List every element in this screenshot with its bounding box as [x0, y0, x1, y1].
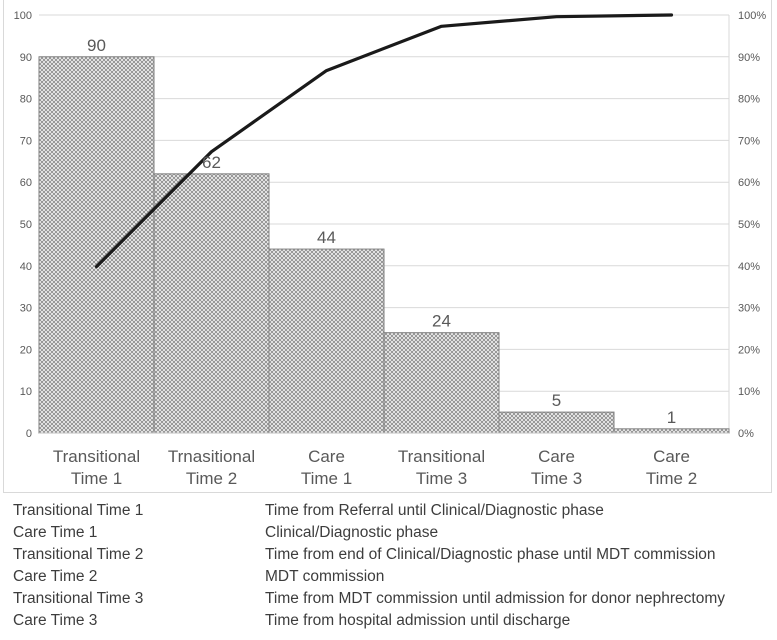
- bar-value-label: 44: [317, 228, 336, 247]
- x-axis-category-label: Trnasitional: [168, 447, 255, 466]
- bar: [383, 332, 500, 434]
- definition-row: Transitional Time 3 Time from MDT commiss…: [0, 588, 777, 610]
- x-axis-category-label: Time 2: [646, 469, 697, 488]
- x-axis-category-label: Time 3: [531, 469, 582, 488]
- bar-value-label: 1: [667, 408, 676, 427]
- definition-description: Time from Referral until Clinical/Diagno…: [265, 502, 604, 519]
- x-axis-category-label: Time 1: [71, 469, 122, 488]
- definition-description: Time from MDT commission until admission…: [265, 590, 725, 607]
- y2-axis-tick-label: 90%: [738, 52, 760, 64]
- bar-value-label: 62: [202, 153, 221, 172]
- x-axis-category-label: Care: [653, 447, 690, 466]
- y2-axis-tick-label: 30%: [738, 303, 760, 315]
- definition-row: Transitional Time 2 Time from end of Clin…: [0, 544, 777, 566]
- y2-axis-tick-label: 60%: [738, 177, 760, 189]
- y-axis-tick-label: 100: [14, 10, 32, 22]
- definition-row: Transitional Time 1 Time from Referral un…: [0, 500, 777, 522]
- x-axis-category-label: Care: [538, 447, 575, 466]
- y2-axis-tick-label: 100%: [738, 10, 766, 22]
- definition-row: Care Time 3 Time from hospital admission …: [0, 610, 777, 632]
- bar-value-label: 90: [87, 36, 106, 55]
- bar: [38, 56, 155, 434]
- bar: [498, 411, 615, 434]
- definition-row: Care Time 2 MDT commission: [0, 566, 777, 588]
- x-axis-category-label: Care: [308, 447, 345, 466]
- y-axis-tick-label: 10: [20, 386, 32, 398]
- y2-axis-tick-label: 70%: [738, 135, 760, 147]
- pareto-chart-canvas: 906244245101020304050607080901000%10%20%…: [14, 10, 767, 488]
- y-axis-tick-label: 30: [20, 303, 32, 315]
- x-axis-category-label: Time 1: [301, 469, 352, 488]
- y-axis-tick-label: 70: [20, 135, 32, 147]
- y2-axis-tick-label: 10%: [738, 386, 760, 398]
- y-axis-tick-label: 60: [20, 177, 32, 189]
- y2-axis-tick-label: 0%: [738, 428, 754, 440]
- x-axis-category-label: Transitional: [53, 447, 140, 466]
- bar-value-label: 24: [432, 312, 451, 331]
- y-axis-tick-label: 90: [20, 52, 32, 64]
- bar: [153, 173, 270, 434]
- definition-term: Transitional Time 1: [13, 502, 144, 519]
- y-axis-tick-label: 40: [20, 261, 32, 273]
- y2-axis-tick-label: 40%: [738, 261, 760, 273]
- definition-row: Care Time 1 Clinical/Diagnostic phase: [0, 522, 777, 544]
- pareto-chart: 90 62 44 24 5 1 0 10 20 30 40 50 60 70 80 90 100 0% 10% 20%…: [3, 0, 772, 493]
- definition-description: Clinical/Diagnostic phase: [265, 524, 439, 541]
- definition-term: Care Time 1: [13, 524, 98, 541]
- cumulative-line: [94, 13, 674, 269]
- definition-term: Transitional Time 3: [13, 590, 144, 607]
- definition-description: MDT commission: [265, 568, 385, 585]
- x-axis-category-label: Transitional: [398, 447, 485, 466]
- y-axis-tick-label: 0: [26, 428, 32, 440]
- definition-term: Care Time 2: [13, 568, 98, 585]
- y2-axis-tick-label: 50%: [738, 219, 760, 231]
- y-axis-tick-label: 50: [20, 219, 32, 231]
- bar: [613, 428, 730, 434]
- y2-axis-tick-label: 80%: [738, 94, 760, 106]
- definitions-table: Transitional Time 1 Time from Referral un…: [0, 500, 777, 632]
- definition-description: Time from end of Clinical/Diagnostic pha…: [265, 546, 716, 563]
- definition-term: Care Time 3: [13, 612, 98, 629]
- definition-description: Time from hospital admission until disch…: [265, 612, 571, 629]
- y-axis-tick-label: 20: [20, 344, 32, 356]
- y2-axis-tick-label: 20%: [738, 344, 760, 356]
- x-axis-category-label: Time 2: [186, 469, 237, 488]
- x-axis-category-label: Time 3: [416, 469, 467, 488]
- bar-value-label: 5: [552, 391, 561, 410]
- y-axis-tick-label: 80: [20, 94, 32, 106]
- definition-term: Transitional Time 2: [13, 546, 144, 563]
- bar: [268, 248, 385, 434]
